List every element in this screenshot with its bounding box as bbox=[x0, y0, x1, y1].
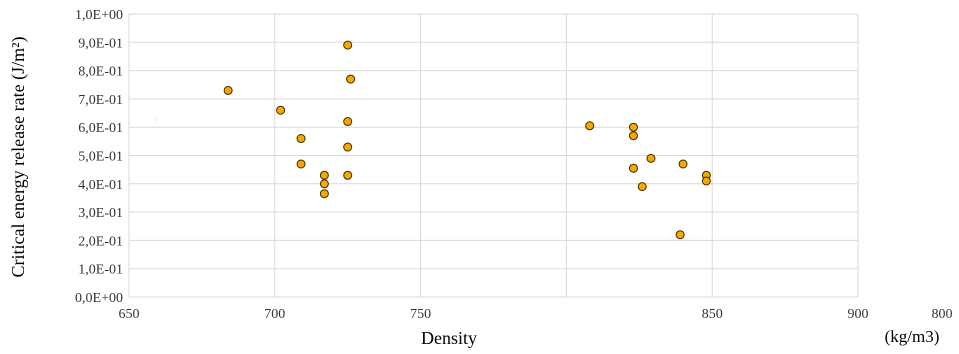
x-extra-label: 800 bbox=[932, 307, 953, 322]
data-point-9 bbox=[343, 117, 353, 127]
y-tick-labels: 0,0E+00 1,0E-01 2,0E-01 3,0E-01 4,0E-01 5,0E-… bbox=[75, 8, 123, 306]
data-point-4 bbox=[319, 170, 329, 180]
x-tick-label-0: 650 bbox=[119, 307, 140, 322]
data-point-8 bbox=[346, 74, 356, 84]
data-point-10 bbox=[343, 142, 353, 152]
data-point-18 bbox=[675, 230, 685, 240]
data-point-5 bbox=[319, 179, 329, 189]
data-point-21 bbox=[701, 176, 711, 186]
y-tick-label-5: 5,0E-01 bbox=[78, 150, 123, 165]
x-tick-labels: 650 700 750 850 900 bbox=[119, 307, 869, 322]
y-tick-label-0: 0,0E+00 bbox=[75, 291, 123, 306]
x-axis-unit: (kg/m3) bbox=[885, 327, 940, 346]
y-tick-label-7: 7,0E-01 bbox=[78, 93, 123, 108]
data-point-12 bbox=[585, 121, 595, 131]
x-tick-label-3: 850 bbox=[702, 307, 723, 322]
y-gridlines bbox=[129, 13, 858, 298]
data-point-16 bbox=[637, 182, 647, 192]
data-point-17 bbox=[646, 153, 656, 163]
y-axis-title: Critical energy release rate (J/m²) bbox=[8, 37, 29, 278]
y-tick-label-8: 8,0E-01 bbox=[78, 65, 123, 80]
data-point-14 bbox=[628, 131, 638, 141]
data-points bbox=[223, 40, 711, 240]
y-tick-label-3: 3,0E-01 bbox=[78, 206, 123, 221]
y-tick-label-4: 4,0E-01 bbox=[78, 178, 123, 193]
data-point-3 bbox=[296, 159, 306, 169]
x-tick-label-1: 700 bbox=[264, 307, 285, 322]
x-tick-label-2: 750 bbox=[410, 307, 431, 322]
data-point-6 bbox=[319, 189, 329, 199]
data-point-0 bbox=[223, 85, 233, 95]
y-tick-label-10: 1,0E+00 bbox=[75, 8, 123, 23]
data-point-2 bbox=[296, 134, 306, 144]
y-tick-label-9: 9,0E-01 bbox=[78, 36, 123, 51]
y-tick-label-1: 1,0E-01 bbox=[78, 263, 123, 278]
x-tick-label-4: 900 bbox=[848, 307, 869, 322]
data-point-7 bbox=[343, 40, 353, 50]
data-point-1 bbox=[276, 105, 286, 115]
data-point-13 bbox=[628, 122, 638, 132]
y-tick-label-6: 6,0E-01 bbox=[78, 121, 123, 136]
y-tick-label-2: 2,0E-01 bbox=[78, 234, 123, 249]
x-axis-title: Density bbox=[421, 328, 477, 348]
data-point-11 bbox=[343, 170, 353, 180]
data-point-15 bbox=[628, 163, 638, 173]
data-point-19 bbox=[678, 159, 688, 169]
